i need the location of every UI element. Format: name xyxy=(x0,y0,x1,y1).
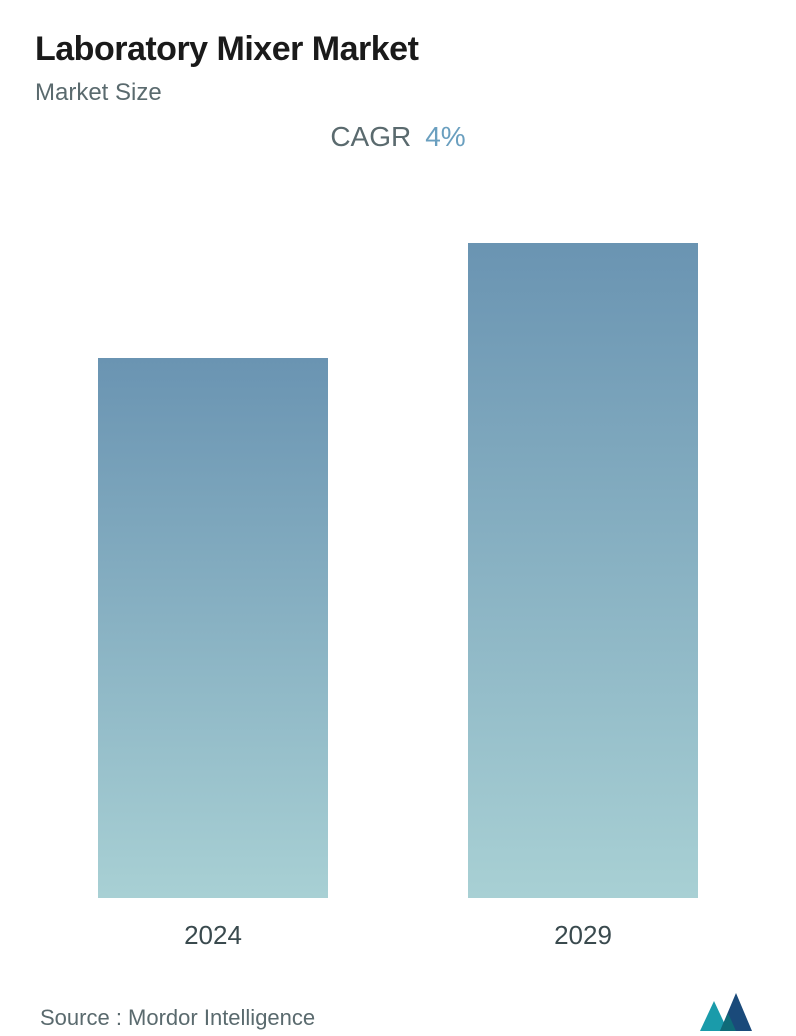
source-attribution: Source : Mordor Intelligence xyxy=(40,1005,315,1031)
footer: Source : Mordor Intelligence xyxy=(35,991,761,1036)
bar-2029 xyxy=(468,243,698,898)
mordor-logo-icon xyxy=(700,991,756,1031)
bar-item: 2024 xyxy=(98,358,328,951)
cagr-label: CAGR xyxy=(330,121,411,153)
bar-item: 2029 xyxy=(468,243,698,951)
cagr-row: CAGR 4% xyxy=(35,121,761,153)
page-subtitle: Market Size xyxy=(35,79,761,107)
bar-2024 xyxy=(98,358,328,898)
bar-label: 2024 xyxy=(184,920,242,951)
page-title: Laboratory Mixer Market xyxy=(35,30,761,69)
bar-label: 2029 xyxy=(554,920,612,951)
bar-chart: 2024 2029 xyxy=(35,153,761,951)
chart-container: Laboratory Mixer Market Market Size CAGR… xyxy=(0,0,796,1034)
cagr-value: 4% xyxy=(425,121,465,153)
